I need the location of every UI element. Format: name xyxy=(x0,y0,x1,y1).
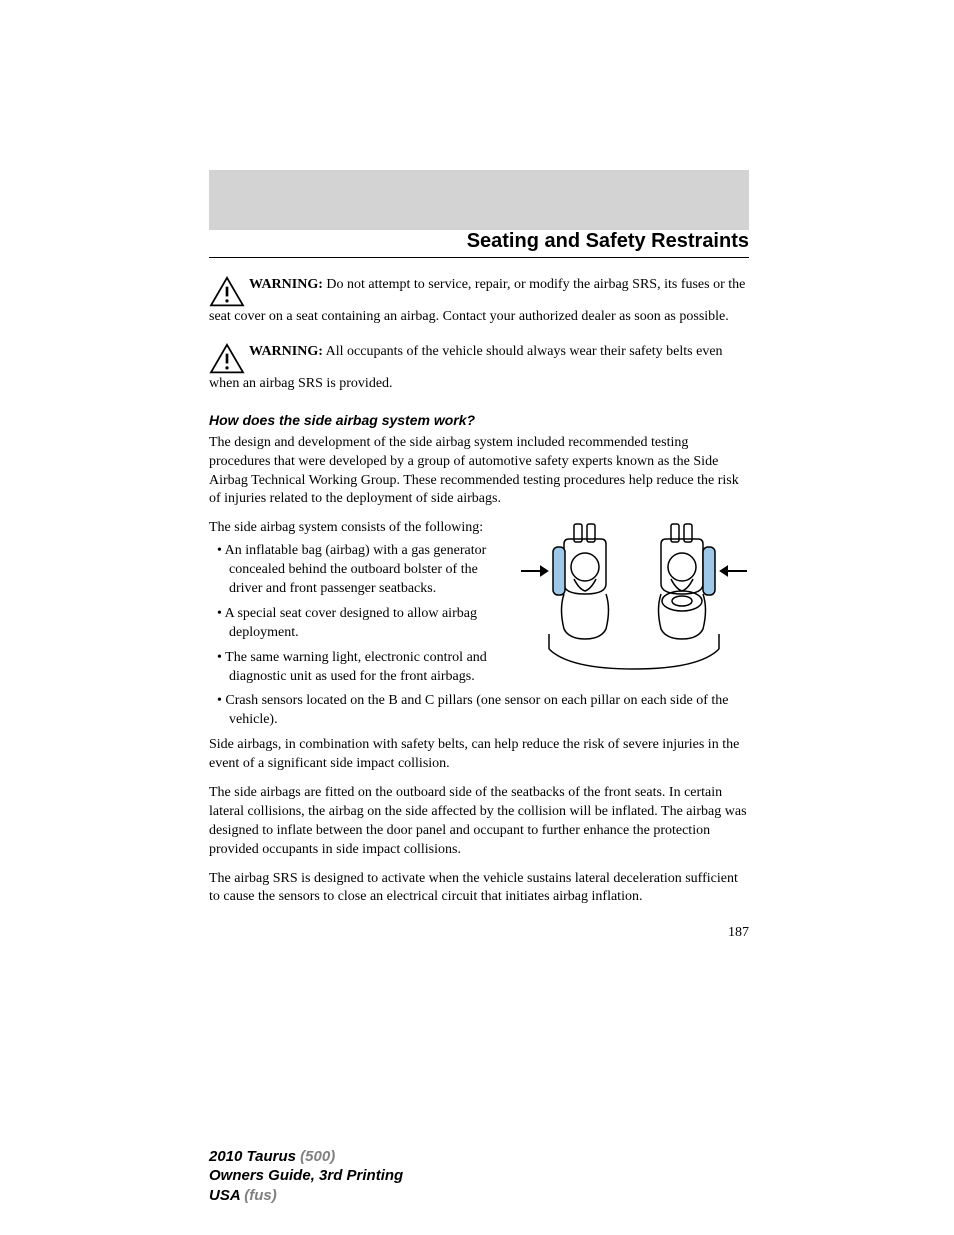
footer-model: 2010 Taurus xyxy=(209,1148,300,1165)
bullet-item: Crash sensors located on the B and C pil… xyxy=(209,692,749,730)
right-side-airbag xyxy=(703,547,715,595)
footer-guide: Owners Guide, 3rd Printing xyxy=(209,1166,403,1186)
warning-label: WARNING: xyxy=(249,344,323,359)
figure-wrap: The side airbag system consists of the f… xyxy=(209,519,749,736)
warning-triangle-icon xyxy=(209,276,245,308)
paragraph-5: The airbag SRS is designed to activate w… xyxy=(209,870,749,908)
document-footer: 2010 Taurus (500) Owners Guide, 3rd Prin… xyxy=(209,1147,403,1206)
section-title: Seating and Safety Restraints xyxy=(209,230,749,258)
page-number: 187 xyxy=(209,925,749,941)
left-side-airbag xyxy=(553,547,565,595)
page-content: Seating and Safety Restraints WARNING: D… xyxy=(209,230,749,941)
paragraph-3: Side airbags, in combination with safety… xyxy=(209,736,749,774)
paragraph-4: The side airbags are fitted on the outbo… xyxy=(209,784,749,860)
paragraph-1: The design and development of the side a… xyxy=(209,434,749,510)
warning-triangle-icon xyxy=(209,343,245,375)
side-airbag-diagram xyxy=(519,519,749,679)
header-gray-box xyxy=(209,170,749,230)
warning-block-2: WARNING: All occupants of the vehicle sh… xyxy=(209,343,749,394)
footer-region-code: (fus) xyxy=(244,1187,277,1204)
footer-code: (500) xyxy=(300,1148,335,1165)
subheading: How does the side airbag system work? xyxy=(209,412,749,428)
footer-region: USA xyxy=(209,1187,244,1204)
warning-label: WARNING: xyxy=(249,277,323,292)
warning-block-1: WARNING: Do not attempt to service, repa… xyxy=(209,276,749,327)
